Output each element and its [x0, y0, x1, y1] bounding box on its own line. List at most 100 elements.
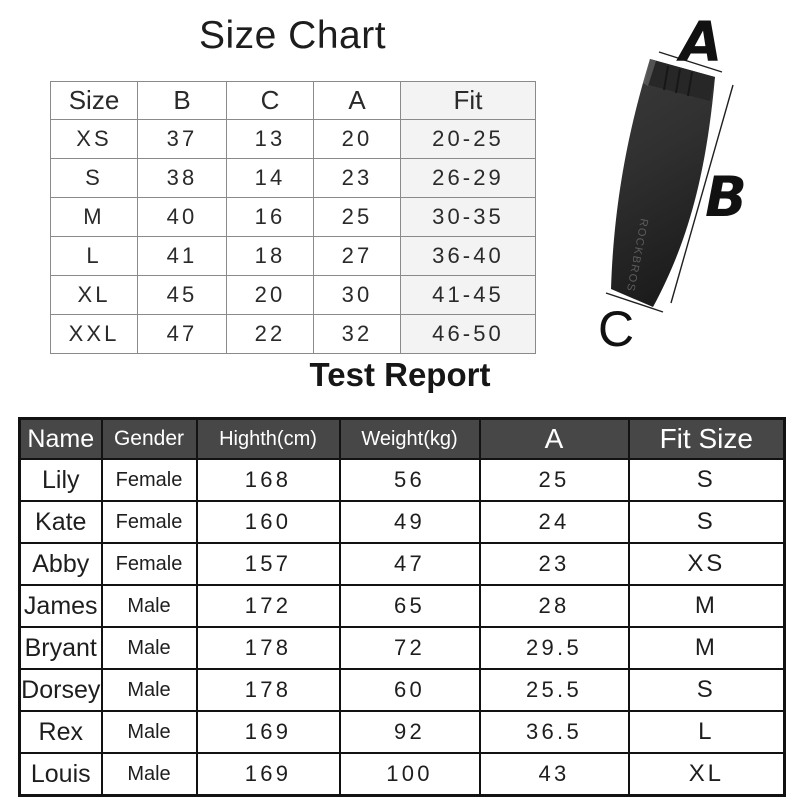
tester-name: Dorsey: [18, 668, 103, 712]
tester-name: Louis: [18, 752, 103, 797]
fit-value: 46-50: [400, 314, 536, 354]
size-chart-col-c: C: [226, 81, 314, 120]
tester-gender: Female: [100, 542, 198, 586]
measure-line-c: [605, 292, 664, 313]
test-report-title: Test Report: [309, 356, 491, 393]
tester-a: 23: [478, 542, 630, 586]
table-row: Bryant Male 178 72 29.5 M: [18, 626, 786, 670]
tester-fit-size: XL: [627, 752, 786, 797]
tester-gender: Male: [100, 752, 198, 797]
size-value: L: [50, 236, 138, 276]
tester-weight: 60: [338, 668, 481, 712]
tester-weight: 49: [338, 500, 481, 544]
tester-gender: Female: [100, 500, 198, 544]
tester-name: Bryant: [18, 626, 103, 670]
tester-gender: Female: [100, 458, 198, 502]
label-a: A: [676, 10, 723, 74]
fit-value: 36-40: [400, 236, 536, 276]
tester-fit-size: S: [627, 458, 786, 502]
tester-height: 178: [195, 668, 341, 712]
size-value: S: [50, 158, 138, 198]
tester-gender: Male: [100, 584, 198, 628]
tester-a: 28: [478, 584, 630, 628]
tester-height: 160: [195, 500, 341, 544]
measure-line-b: [670, 84, 734, 304]
tester-fit-size: M: [627, 626, 786, 670]
arm-sleeve-illustration: ROCKBROS A B C: [598, 10, 747, 357]
report-col-name: Name: [18, 417, 103, 460]
report-col-height: Highth(cm): [195, 417, 341, 460]
c-value: 13: [226, 119, 314, 159]
tester-weight: 72: [338, 626, 481, 670]
c-value: 18: [226, 236, 314, 276]
size-value: XL: [50, 275, 138, 315]
table-row: Kate Female 160 49 24 S: [18, 500, 786, 544]
fit-value: 26-29: [400, 158, 536, 198]
c-value: 20: [226, 275, 314, 315]
table-row: Dorsey Male 178 60 25.5 S: [18, 668, 786, 712]
tester-a: 25: [478, 458, 630, 502]
table-row: XS 37 13 20 20-25: [50, 119, 536, 159]
tester-name: James: [18, 584, 103, 628]
b-value: 41: [137, 236, 227, 276]
a-value: 27: [313, 236, 401, 276]
test-report-header-row: Name Gender Highth(cm) Weight(kg) A Fit …: [18, 417, 786, 460]
tester-name: Kate: [18, 500, 103, 544]
b-value: 40: [137, 197, 227, 237]
tester-a: 24: [478, 500, 630, 544]
tester-height: 168: [195, 458, 341, 502]
table-row: L 41 18 27 36-40: [50, 236, 536, 276]
size-chart-col-b: B: [137, 81, 227, 120]
a-value: 30: [313, 275, 401, 315]
arm-sleeve-diagram: ROCKBROS A B C: [580, 0, 800, 360]
table-row: S 38 14 23 26-29: [50, 158, 536, 198]
cuff-crease: [675, 68, 681, 94]
table-row: M 40 16 25 30-35: [50, 197, 536, 237]
tester-height: 169: [195, 752, 341, 797]
size-value: XS: [50, 119, 138, 159]
tester-name: Rex: [18, 710, 103, 754]
table-row: XL 45 20 30 41-45: [50, 275, 536, 315]
table-row: XXL 47 22 32 46-50: [50, 314, 536, 354]
size-chart-col-size: Size: [50, 81, 138, 120]
size-chart-table: Size B C A Fit XS 37 13 20 20-25 S 38 14…: [50, 81, 536, 354]
size-chart-title: Size Chart: [198, 14, 387, 57]
sleeve-body: [611, 59, 715, 307]
tester-weight: 92: [338, 710, 481, 754]
fit-value: 30-35: [400, 197, 536, 237]
tester-height: 178: [195, 626, 341, 670]
size-chart-col-a: A: [313, 81, 401, 120]
a-value: 23: [313, 158, 401, 198]
b-value: 38: [137, 158, 227, 198]
table-row: Louis Male 169 100 43 XL: [18, 752, 786, 797]
size-chart-header-row: Size B C A Fit: [50, 81, 536, 120]
tester-weight: 56: [338, 458, 481, 502]
tester-weight: 100: [338, 752, 481, 797]
tester-a: 36.5: [478, 710, 630, 754]
fit-value: 41-45: [400, 275, 536, 315]
tester-fit-size: S: [627, 668, 786, 712]
tester-fit-size: L: [627, 710, 786, 754]
report-col-gender: Gender: [100, 417, 198, 460]
a-value: 32: [313, 314, 401, 354]
table-row: Lily Female 168 56 25 S: [18, 458, 786, 502]
tester-height: 169: [195, 710, 341, 754]
a-value: 25: [313, 197, 401, 237]
b-value: 47: [137, 314, 227, 354]
table-row: Abby Female 157 47 23 XS: [18, 542, 786, 586]
tester-name: Lily: [18, 458, 103, 502]
tester-weight: 47: [338, 542, 481, 586]
c-value: 16: [226, 197, 314, 237]
tester-weight: 65: [338, 584, 481, 628]
report-col-fitsize: Fit Size: [627, 417, 786, 460]
c-value: 22: [226, 314, 314, 354]
report-col-a: A: [478, 417, 630, 460]
c-value: 14: [226, 158, 314, 198]
label-b: B: [705, 165, 747, 229]
tester-gender: Male: [100, 668, 198, 712]
tester-a: 25.5: [478, 668, 630, 712]
table-row: James Male 172 65 28 M: [18, 584, 786, 628]
fit-value: 20-25: [400, 119, 536, 159]
cuff-highlight: [643, 59, 656, 86]
